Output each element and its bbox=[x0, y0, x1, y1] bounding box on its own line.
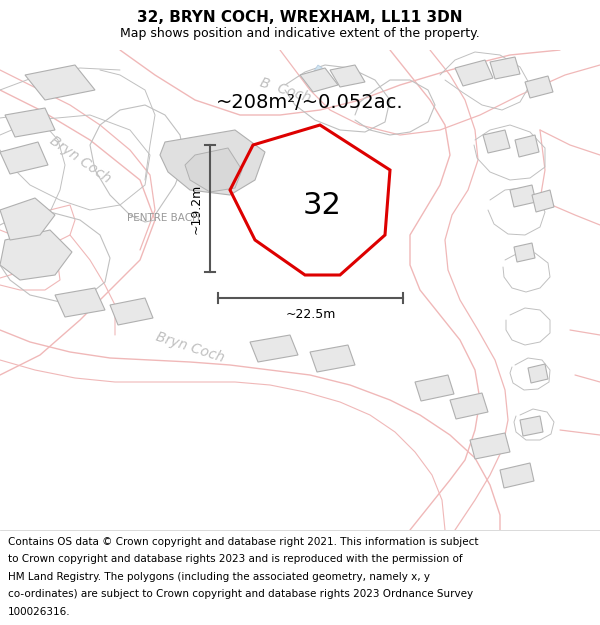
Text: Map shows position and indicative extent of the property.: Map shows position and indicative extent… bbox=[120, 27, 480, 40]
Polygon shape bbox=[300, 68, 338, 92]
Text: B  Coch: B Coch bbox=[257, 75, 313, 105]
Polygon shape bbox=[310, 65, 328, 84]
Polygon shape bbox=[55, 288, 105, 317]
Text: Bryn Coch: Bryn Coch bbox=[154, 329, 226, 364]
Polygon shape bbox=[528, 364, 548, 383]
Text: co-ordinates) are subject to Crown copyright and database rights 2023 Ordnance S: co-ordinates) are subject to Crown copyr… bbox=[8, 589, 473, 599]
Text: ~19.2m: ~19.2m bbox=[190, 183, 203, 234]
Polygon shape bbox=[520, 416, 543, 436]
Text: Bryn Coch: Bryn Coch bbox=[47, 134, 113, 186]
Text: 32, BRYN COCH, WREXHAM, LL11 3DN: 32, BRYN COCH, WREXHAM, LL11 3DN bbox=[137, 10, 463, 25]
Polygon shape bbox=[185, 148, 242, 192]
Text: PENTRE BACH: PENTRE BACH bbox=[127, 213, 200, 223]
Polygon shape bbox=[500, 463, 534, 488]
Polygon shape bbox=[470, 433, 510, 459]
Polygon shape bbox=[250, 335, 298, 362]
Polygon shape bbox=[110, 298, 153, 325]
Polygon shape bbox=[514, 243, 535, 262]
Polygon shape bbox=[515, 135, 539, 157]
Polygon shape bbox=[5, 108, 55, 137]
Polygon shape bbox=[160, 130, 265, 195]
Text: to Crown copyright and database rights 2023 and is reproduced with the permissio: to Crown copyright and database rights 2… bbox=[8, 554, 463, 564]
Polygon shape bbox=[490, 57, 520, 79]
Text: HM Land Registry. The polygons (including the associated geometry, namely x, y: HM Land Registry. The polygons (includin… bbox=[8, 572, 430, 582]
Text: 100026316.: 100026316. bbox=[8, 607, 70, 617]
Text: 32: 32 bbox=[302, 191, 341, 219]
Polygon shape bbox=[0, 142, 48, 174]
Polygon shape bbox=[330, 65, 365, 87]
Polygon shape bbox=[455, 60, 493, 86]
Polygon shape bbox=[0, 230, 72, 280]
Polygon shape bbox=[510, 185, 536, 207]
Text: Contains OS data © Crown copyright and database right 2021. This information is : Contains OS data © Crown copyright and d… bbox=[8, 537, 478, 547]
Polygon shape bbox=[310, 345, 355, 372]
Polygon shape bbox=[483, 130, 510, 153]
Text: ~208m²/~0.052ac.: ~208m²/~0.052ac. bbox=[216, 92, 404, 111]
Polygon shape bbox=[525, 76, 553, 98]
Polygon shape bbox=[25, 65, 95, 100]
Polygon shape bbox=[0, 198, 55, 240]
Polygon shape bbox=[415, 375, 454, 401]
Text: ~22.5m: ~22.5m bbox=[286, 308, 335, 321]
Polygon shape bbox=[532, 190, 554, 212]
Polygon shape bbox=[450, 393, 488, 419]
